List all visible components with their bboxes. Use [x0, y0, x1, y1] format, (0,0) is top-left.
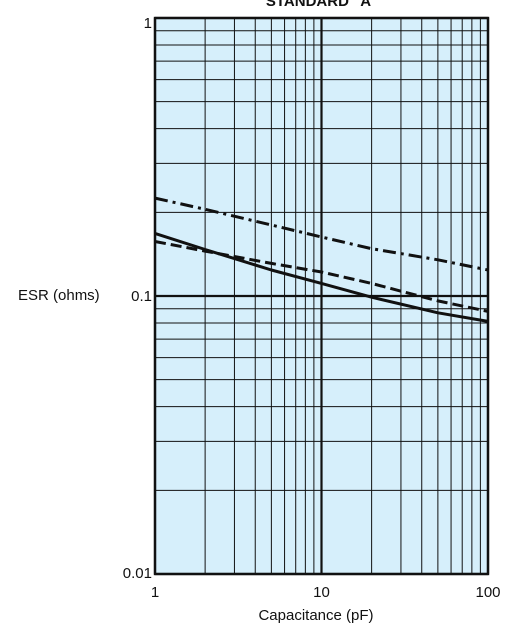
series-line-dash-dot [154, 196, 489, 272]
x-axis-title: Capacitance (pF) [258, 607, 373, 624]
x-tick-label: 1 [151, 584, 159, 601]
plot-frame [153, 16, 490, 576]
y-tick-label: 1 [144, 15, 152, 32]
y-tick-labels: 0.01 0.1 1 [123, 15, 152, 582]
chart-title: STANDARD "A" [266, 0, 378, 10]
x-tick-label: 10 [313, 584, 330, 601]
y-tick-label: 0.01 [123, 565, 152, 582]
series-line-solid [154, 231, 489, 323]
y-tick-label: 0.1 [131, 288, 152, 305]
y-axis-title: ESR (ohms) [18, 287, 100, 304]
x-tick-label: 100 [475, 584, 500, 601]
series-line-dashed [154, 240, 489, 313]
series-layer [154, 196, 489, 323]
x-tick-labels: 1 10 100 [151, 584, 501, 601]
